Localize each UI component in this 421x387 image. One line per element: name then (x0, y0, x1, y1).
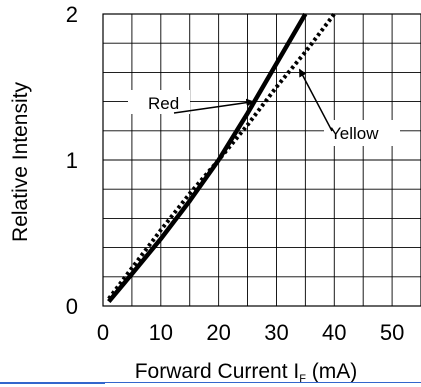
grid (102, 13, 421, 307)
x-axis-title-text: Forward Current I (135, 360, 300, 383)
annotation-layer: Red Yellow (128, 68, 400, 146)
x-tick-label: 10 (149, 320, 173, 345)
x-tick-label: 50 (380, 320, 404, 345)
annotation-background (324, 120, 400, 146)
plot-frame (102, 13, 421, 307)
slide-divider-line (105, 382, 421, 383)
x-tick-label: 20 (206, 320, 230, 345)
y-tick-label: 0 (66, 294, 78, 319)
series-line-red (107, 12, 308, 304)
slide-divider-accent (0, 382, 105, 384)
annotation-label-yellow: Yellow (330, 124, 379, 143)
y-tick-label: 2 (66, 2, 78, 27)
annotation-background (128, 90, 190, 114)
y-tick-label: 1 (66, 148, 78, 173)
tick-labels: 0 10 20 30 40 50 0 1 2 (66, 2, 405, 345)
annotation-arrow (173, 98, 255, 114)
annotation-label-red: Red (148, 94, 179, 113)
series-line-yellow (107, 12, 336, 300)
y-axis-title: Relative Intensity (9, 82, 32, 242)
x-axis-title: Forward Current IF (mA) (135, 360, 358, 385)
x-axis-title-subscript: F (299, 373, 306, 385)
x-tick-label: 30 (264, 320, 288, 345)
annotation-arrow (298, 68, 333, 132)
x-axis-title-unit: (mA) (306, 360, 357, 383)
series-layer (107, 12, 336, 304)
slide-divider (0, 382, 421, 387)
x-tick-label: 0 (97, 320, 109, 345)
x-tick-label: 40 (322, 320, 346, 345)
